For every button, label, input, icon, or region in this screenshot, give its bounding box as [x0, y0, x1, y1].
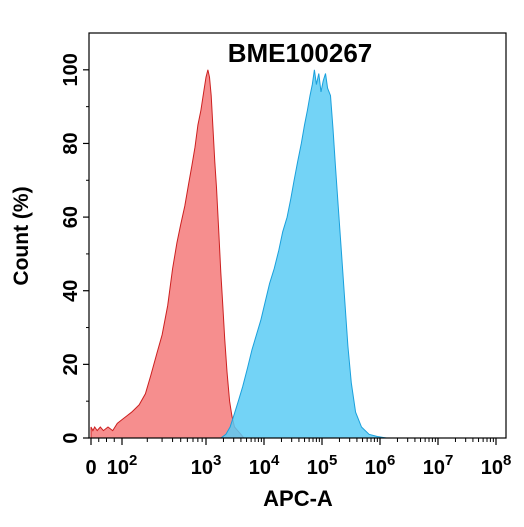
y-tick-label: 100: [60, 53, 82, 86]
histogram-series-1: [90, 69, 245, 439]
x-tick-label: 103: [191, 452, 222, 479]
y-axis-title: Count (%): [10, 186, 33, 285]
y-axis: 0 20 40 60 80 100: [60, 53, 89, 444]
x-tick-label: 105: [307, 452, 338, 479]
y-tick-label: 80: [60, 132, 82, 154]
y-tick-label: 40: [60, 280, 82, 302]
x-tick-label: 106: [365, 452, 396, 479]
histogram-series-layer: [90, 69, 387, 439]
x-tick-label: 108: [481, 452, 512, 479]
x-tick-label: 0: [85, 457, 96, 479]
x-axis-title: APC-A: [263, 486, 333, 511]
x-tick-label: 107: [423, 452, 454, 479]
plot-frame: [88, 32, 507, 439]
y-tick-label: 20: [60, 353, 82, 375]
x-tick-label: 102: [107, 452, 138, 479]
x-axis: 0 102 103 104 105 106 107 108: [85, 438, 511, 479]
chart-title: BME100267: [228, 38, 373, 68]
histogram-series-2: [219, 69, 387, 439]
y-tick-label: 0: [60, 432, 82, 443]
x-tick-label: 104: [249, 452, 280, 479]
y-tick-label: 60: [60, 206, 82, 228]
